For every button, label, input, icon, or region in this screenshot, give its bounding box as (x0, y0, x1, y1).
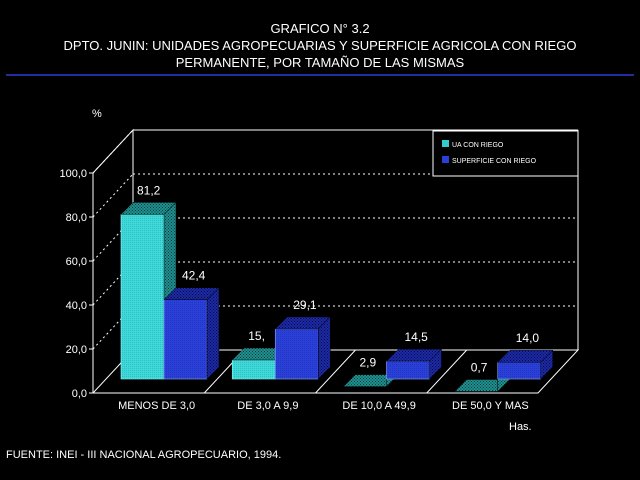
legend-label-superficie: SUPERFICIE CON RIEGO (452, 158, 537, 165)
legend-swatch-superficie (442, 156, 449, 163)
bar-side-superficie (206, 287, 220, 380)
y-axis-label: % (92, 108, 102, 120)
floor-separator (426, 349, 468, 394)
legend: UA CON RIEGO SUPERFICIE CON RIEGO (432, 130, 579, 177)
bar-front-ua (231, 359, 276, 380)
y-tick-label: 100,0 (59, 168, 87, 180)
bar-side-superficie (429, 348, 442, 380)
data-label-ua: 0,7 (471, 360, 488, 374)
x-axis-ticks: MENOS DE 3,0 DE 3,0 A 9,9 DE 10,0 A 49,9 DE… (118, 400, 529, 412)
data-label-superficie: 29,1 (293, 298, 317, 312)
chart-title-line2: DPTO. JUNIN: UNIDADES AGROPECUARIAS Y SU… (64, 38, 577, 53)
bars-group: 81,2 42,4 15, 29,1 2,9 14,5 0,7 14,0 (120, 183, 554, 393)
source-note: FUENTE: INEI - III NACIONAL AGROPECUARIO… (6, 449, 281, 461)
y-tick-label: 60,0 (66, 256, 87, 268)
y-tick-label: 40,0 (66, 300, 87, 312)
bar-front-superficie (274, 328, 319, 380)
bar-side-superficie (540, 349, 553, 380)
chart-title-line3: PERMANENTE, POR TAMAÑO DE LAS MISMAS (176, 55, 465, 70)
x-tick-label: DE 50,0 Y MAS (452, 400, 529, 412)
floor (91, 349, 580, 394)
y-tick-label: 0,0 (72, 388, 87, 400)
data-label-ua: 2,9 (360, 356, 377, 370)
y-axis-ticks: 0,0 20,0 40,0 60,0 80,0 100,0 (59, 168, 93, 400)
x-axis-label: Has. (509, 421, 532, 433)
data-label-ua: 81,2 (137, 183, 161, 197)
bar-front-superficie (386, 360, 430, 380)
data-label-superficie: 14,5 (405, 330, 429, 344)
legend-label-ua: UA CON RIEGO (452, 142, 504, 149)
data-label-superficie: 14,0 (516, 331, 540, 345)
x-tick-label: MENOS DE 3,0 (118, 400, 195, 412)
legend-box (432, 130, 579, 177)
legend-swatch-ua (442, 140, 449, 147)
bar-side-superficie (318, 316, 331, 380)
chart-title-line1: GRAFICO N° 3.2 (270, 21, 369, 36)
x-tick-label: DE 10,0 A 49,9 (342, 400, 415, 412)
bar-front-ua (120, 214, 165, 380)
x-tick-label: DE 3,0 A 9,9 (237, 400, 298, 412)
y-tick-label: 80,0 (66, 212, 87, 224)
data-label-superficie: 42,4 (182, 269, 206, 283)
bar-front-superficie (497, 361, 542, 380)
y-tick-label: 20,0 (66, 344, 87, 356)
bar-front-superficie (163, 299, 208, 380)
data-label-ua: 15, (248, 329, 265, 343)
floor-separator (315, 349, 356, 394)
